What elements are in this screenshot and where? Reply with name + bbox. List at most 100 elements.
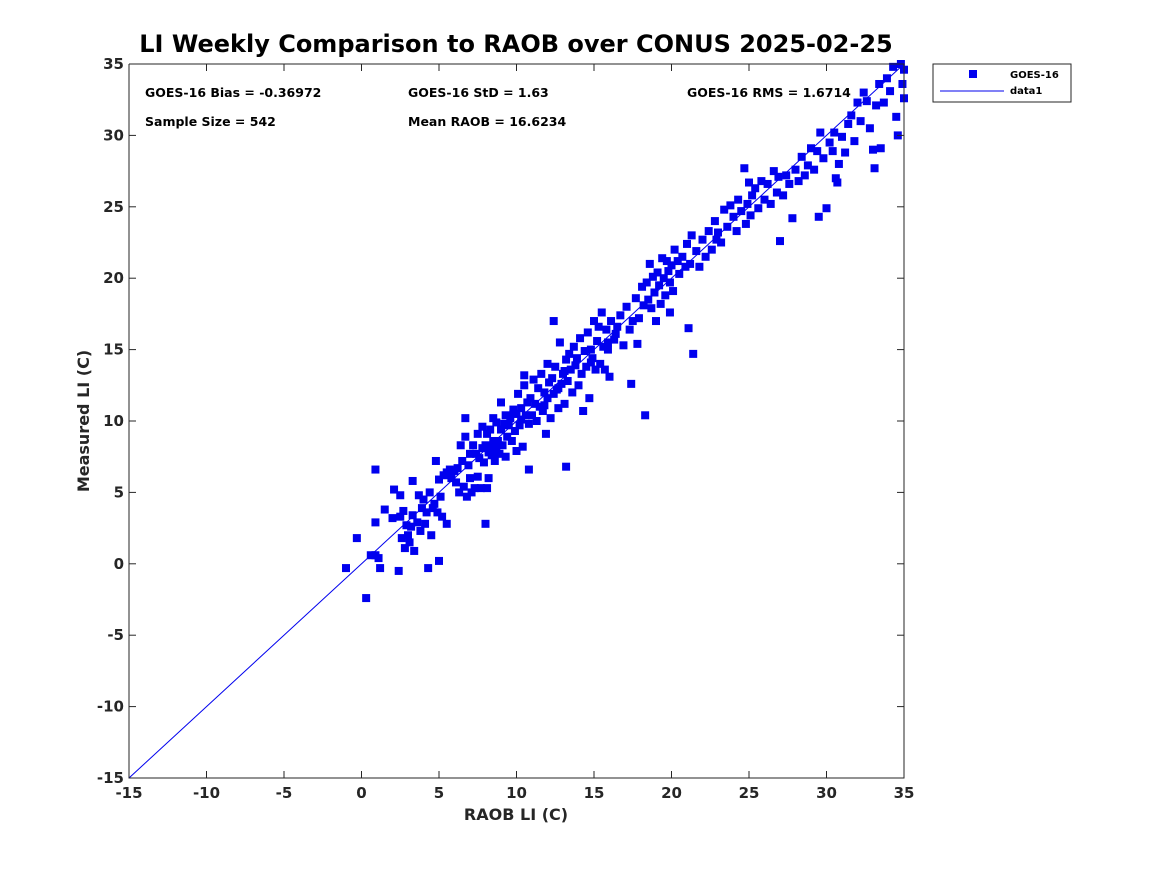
scatter-point [447, 474, 456, 483]
scatter-point [882, 74, 891, 83]
scatter-point [695, 262, 704, 271]
scatter-point [490, 445, 499, 454]
scatter-point [776, 237, 784, 246]
scatter-point [504, 421, 513, 430]
scatter-point [397, 534, 406, 543]
scatter-point [506, 414, 515, 423]
scatter-point [788, 214, 797, 223]
scatter-point [734, 195, 743, 204]
scatter-point [834, 159, 843, 168]
scatter-point [456, 441, 465, 450]
y-tick-label: 20 [103, 269, 124, 287]
scatter-point [472, 449, 481, 458]
scatter-point [453, 464, 462, 473]
scatter-point [619, 341, 628, 350]
scatter-point [405, 538, 414, 547]
scatter-point [580, 347, 589, 356]
scatter-point [470, 484, 479, 493]
scatter-point [669, 287, 678, 296]
scatter-point [698, 235, 707, 244]
scatter-point [588, 354, 597, 363]
scatter-point [481, 519, 490, 528]
scatter-point [785, 179, 794, 188]
scatter-point [555, 338, 564, 347]
scatter-point [638, 282, 647, 291]
scatter-point [466, 474, 474, 483]
scatter-point [408, 476, 417, 485]
scatter-point [710, 217, 719, 226]
scatter-point [757, 177, 766, 186]
scatter-point [554, 384, 563, 393]
scatter-point [435, 556, 443, 565]
scatter-point [464, 461, 473, 470]
scatter-point [421, 519, 430, 528]
stat-sample-size: Sample Size = 542 [145, 114, 276, 129]
scatter-point [754, 204, 763, 213]
scatter-point [869, 145, 877, 154]
scatter-point [898, 79, 907, 88]
scatter-point [655, 281, 664, 290]
data1-line [128, 63, 905, 779]
scatter-point [740, 164, 749, 173]
scatter-point [659, 274, 668, 283]
scatter-point [543, 359, 552, 368]
scatter-point [532, 417, 541, 425]
scatter-point [670, 245, 679, 254]
scatter-point [568, 388, 577, 397]
scatter-point [681, 262, 690, 271]
scatter-point [889, 62, 898, 71]
scatter-point [616, 311, 625, 320]
stat-rms: GOES-16 RMS = 1.6714 [687, 85, 851, 100]
scatter-point [404, 531, 412, 540]
x-tick-label: -15 [115, 784, 142, 802]
scatter-point [870, 164, 879, 173]
stats-annotations: GOES-16 Bias = -0.36972 GOES-16 StD = 1.… [145, 85, 851, 129]
scatter-point [390, 485, 399, 494]
scatter-point [582, 362, 591, 371]
scatter-point [396, 512, 405, 521]
scatter-point [841, 148, 850, 157]
scatter-point [489, 414, 498, 423]
scatter-point [529, 375, 538, 384]
scatter-point [507, 436, 516, 445]
scatter-point [712, 235, 721, 244]
scatter-point [473, 472, 482, 481]
scatter-point [875, 79, 884, 88]
scatter-point [510, 426, 519, 435]
scatter-point [541, 429, 550, 438]
scatter-point [560, 399, 569, 408]
x-tick-label: 30 [816, 784, 837, 802]
scatter-point [704, 227, 713, 236]
x-tick-label: 0 [356, 784, 366, 802]
scatter-point [745, 178, 753, 187]
scatter-point [607, 317, 616, 326]
scatter-point [597, 308, 606, 317]
scatter-point [689, 349, 698, 358]
scatter-point [822, 204, 831, 213]
legend-label-goes16: GOES-16 [1010, 70, 1059, 81]
x-tick-label: 10 [506, 784, 527, 802]
scatter-point [576, 334, 585, 343]
scatter-point [766, 199, 775, 208]
scatter-point [579, 407, 588, 416]
goes16-series-points [342, 60, 908, 603]
legend: GOES-16 data1 [932, 63, 1072, 103]
scatter-point [613, 322, 622, 331]
scatter-point [803, 161, 812, 170]
scatter-point [872, 101, 881, 110]
scatter-point [807, 144, 815, 153]
scatter-point [844, 119, 853, 128]
scatter-point [562, 462, 571, 471]
scatter-point [402, 521, 411, 530]
scatter-point [726, 201, 735, 210]
scatter-point [380, 505, 389, 514]
scatter-point [692, 247, 701, 256]
scatter-point [720, 205, 729, 214]
scatter-point [648, 272, 657, 281]
scatter-point [838, 132, 846, 141]
scatter-point [859, 88, 868, 97]
scatter-point [430, 499, 439, 508]
scatter-point [645, 259, 654, 268]
scatter-point [543, 394, 552, 403]
scatter-point [500, 419, 509, 428]
